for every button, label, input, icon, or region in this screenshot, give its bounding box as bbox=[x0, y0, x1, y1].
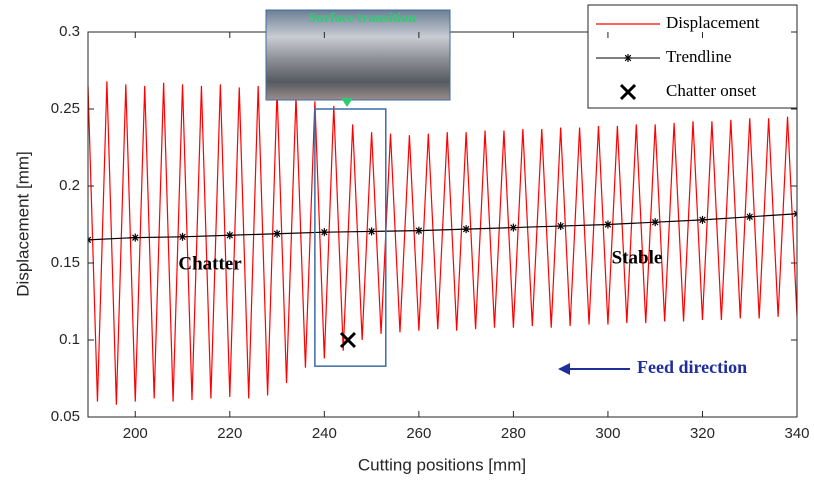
trend-marker bbox=[462, 225, 471, 234]
legend-label: Displacement bbox=[666, 13, 760, 32]
y-tick-label: 0.1 bbox=[59, 331, 80, 348]
annotation: Chatter bbox=[178, 253, 242, 274]
star-stroke bbox=[273, 230, 281, 237]
trend-line bbox=[88, 213, 797, 241]
trend-marker bbox=[651, 218, 660, 227]
trend-marker bbox=[367, 227, 376, 236]
x-tick-label: 220 bbox=[217, 425, 242, 442]
star-stroke bbox=[699, 216, 706, 224]
trend-marker bbox=[320, 228, 329, 237]
highlight-box bbox=[314, 108, 387, 367]
trend-marker bbox=[698, 215, 707, 224]
x-tick-label: 300 bbox=[595, 425, 620, 442]
star-stroke bbox=[557, 222, 564, 230]
x-tick-label: 240 bbox=[312, 425, 337, 442]
trend-marker bbox=[793, 209, 797, 218]
y-tick-label: 0.05 bbox=[51, 408, 80, 425]
y-axis-label: Displacement [mm] bbox=[13, 151, 32, 296]
star-stroke bbox=[132, 234, 139, 241]
y-tick-label: 0.3 bbox=[59, 23, 80, 40]
star-stroke bbox=[462, 225, 470, 233]
star-stroke bbox=[793, 210, 797, 215]
legend-swatch bbox=[624, 54, 632, 62]
star-stroke bbox=[368, 228, 375, 235]
y-tick-label: 0.15 bbox=[51, 254, 80, 271]
x-tick-label: 340 bbox=[784, 425, 809, 442]
star-stroke bbox=[88, 239, 92, 244]
trend-marker bbox=[131, 233, 140, 242]
trend-marker bbox=[509, 223, 518, 232]
star-stroke bbox=[624, 54, 632, 62]
star-stroke bbox=[604, 221, 612, 228]
surface-inset: Surface transition bbox=[265, 9, 451, 107]
x-tick-label: 200 bbox=[123, 425, 148, 442]
trend-marker bbox=[414, 226, 423, 235]
cross-stroke bbox=[619, 83, 637, 101]
x-tick-label: 320 bbox=[690, 425, 715, 442]
inset-pointer bbox=[341, 98, 353, 107]
trend-marker bbox=[745, 212, 754, 221]
legend-swatch bbox=[619, 83, 637, 101]
x-axis-label: Cutting positions [mm] bbox=[358, 455, 526, 474]
legend-box bbox=[587, 4, 798, 109]
star-stroke bbox=[179, 233, 186, 241]
x-tick-label: 280 bbox=[501, 425, 526, 442]
y-tick-label: 0.25 bbox=[51, 100, 80, 117]
inset-title: Surface transition bbox=[308, 11, 416, 26]
trend-marker bbox=[603, 220, 612, 229]
trend-marker bbox=[178, 232, 187, 241]
legend-label: Trendline bbox=[666, 47, 732, 66]
trend-marker bbox=[225, 231, 234, 240]
annotation: Stable bbox=[612, 247, 663, 268]
inset-image bbox=[265, 9, 451, 101]
star-stroke bbox=[510, 224, 517, 231]
star-stroke bbox=[793, 212, 797, 217]
trend-marker bbox=[273, 229, 282, 238]
displacement-line bbox=[88, 81, 797, 405]
legend: Displacement Trendline Chatter onset bbox=[587, 4, 798, 109]
star-stroke bbox=[226, 232, 234, 239]
star-stroke bbox=[415, 227, 423, 234]
star-stroke bbox=[651, 218, 659, 226]
star-stroke bbox=[88, 236, 92, 241]
x-tick-label: 260 bbox=[406, 425, 431, 442]
legend-label: Chatter onset bbox=[666, 81, 756, 100]
trend-marker bbox=[556, 222, 565, 231]
annotation: Feed direction bbox=[637, 357, 747, 377]
trend-marker bbox=[88, 235, 92, 244]
onset-marker bbox=[339, 331, 357, 349]
y-tick-label: 0.2 bbox=[59, 177, 80, 194]
feed-arrow-head bbox=[558, 363, 570, 375]
cross-stroke bbox=[339, 331, 357, 349]
star-stroke bbox=[746, 213, 753, 221]
star-stroke bbox=[321, 228, 328, 236]
